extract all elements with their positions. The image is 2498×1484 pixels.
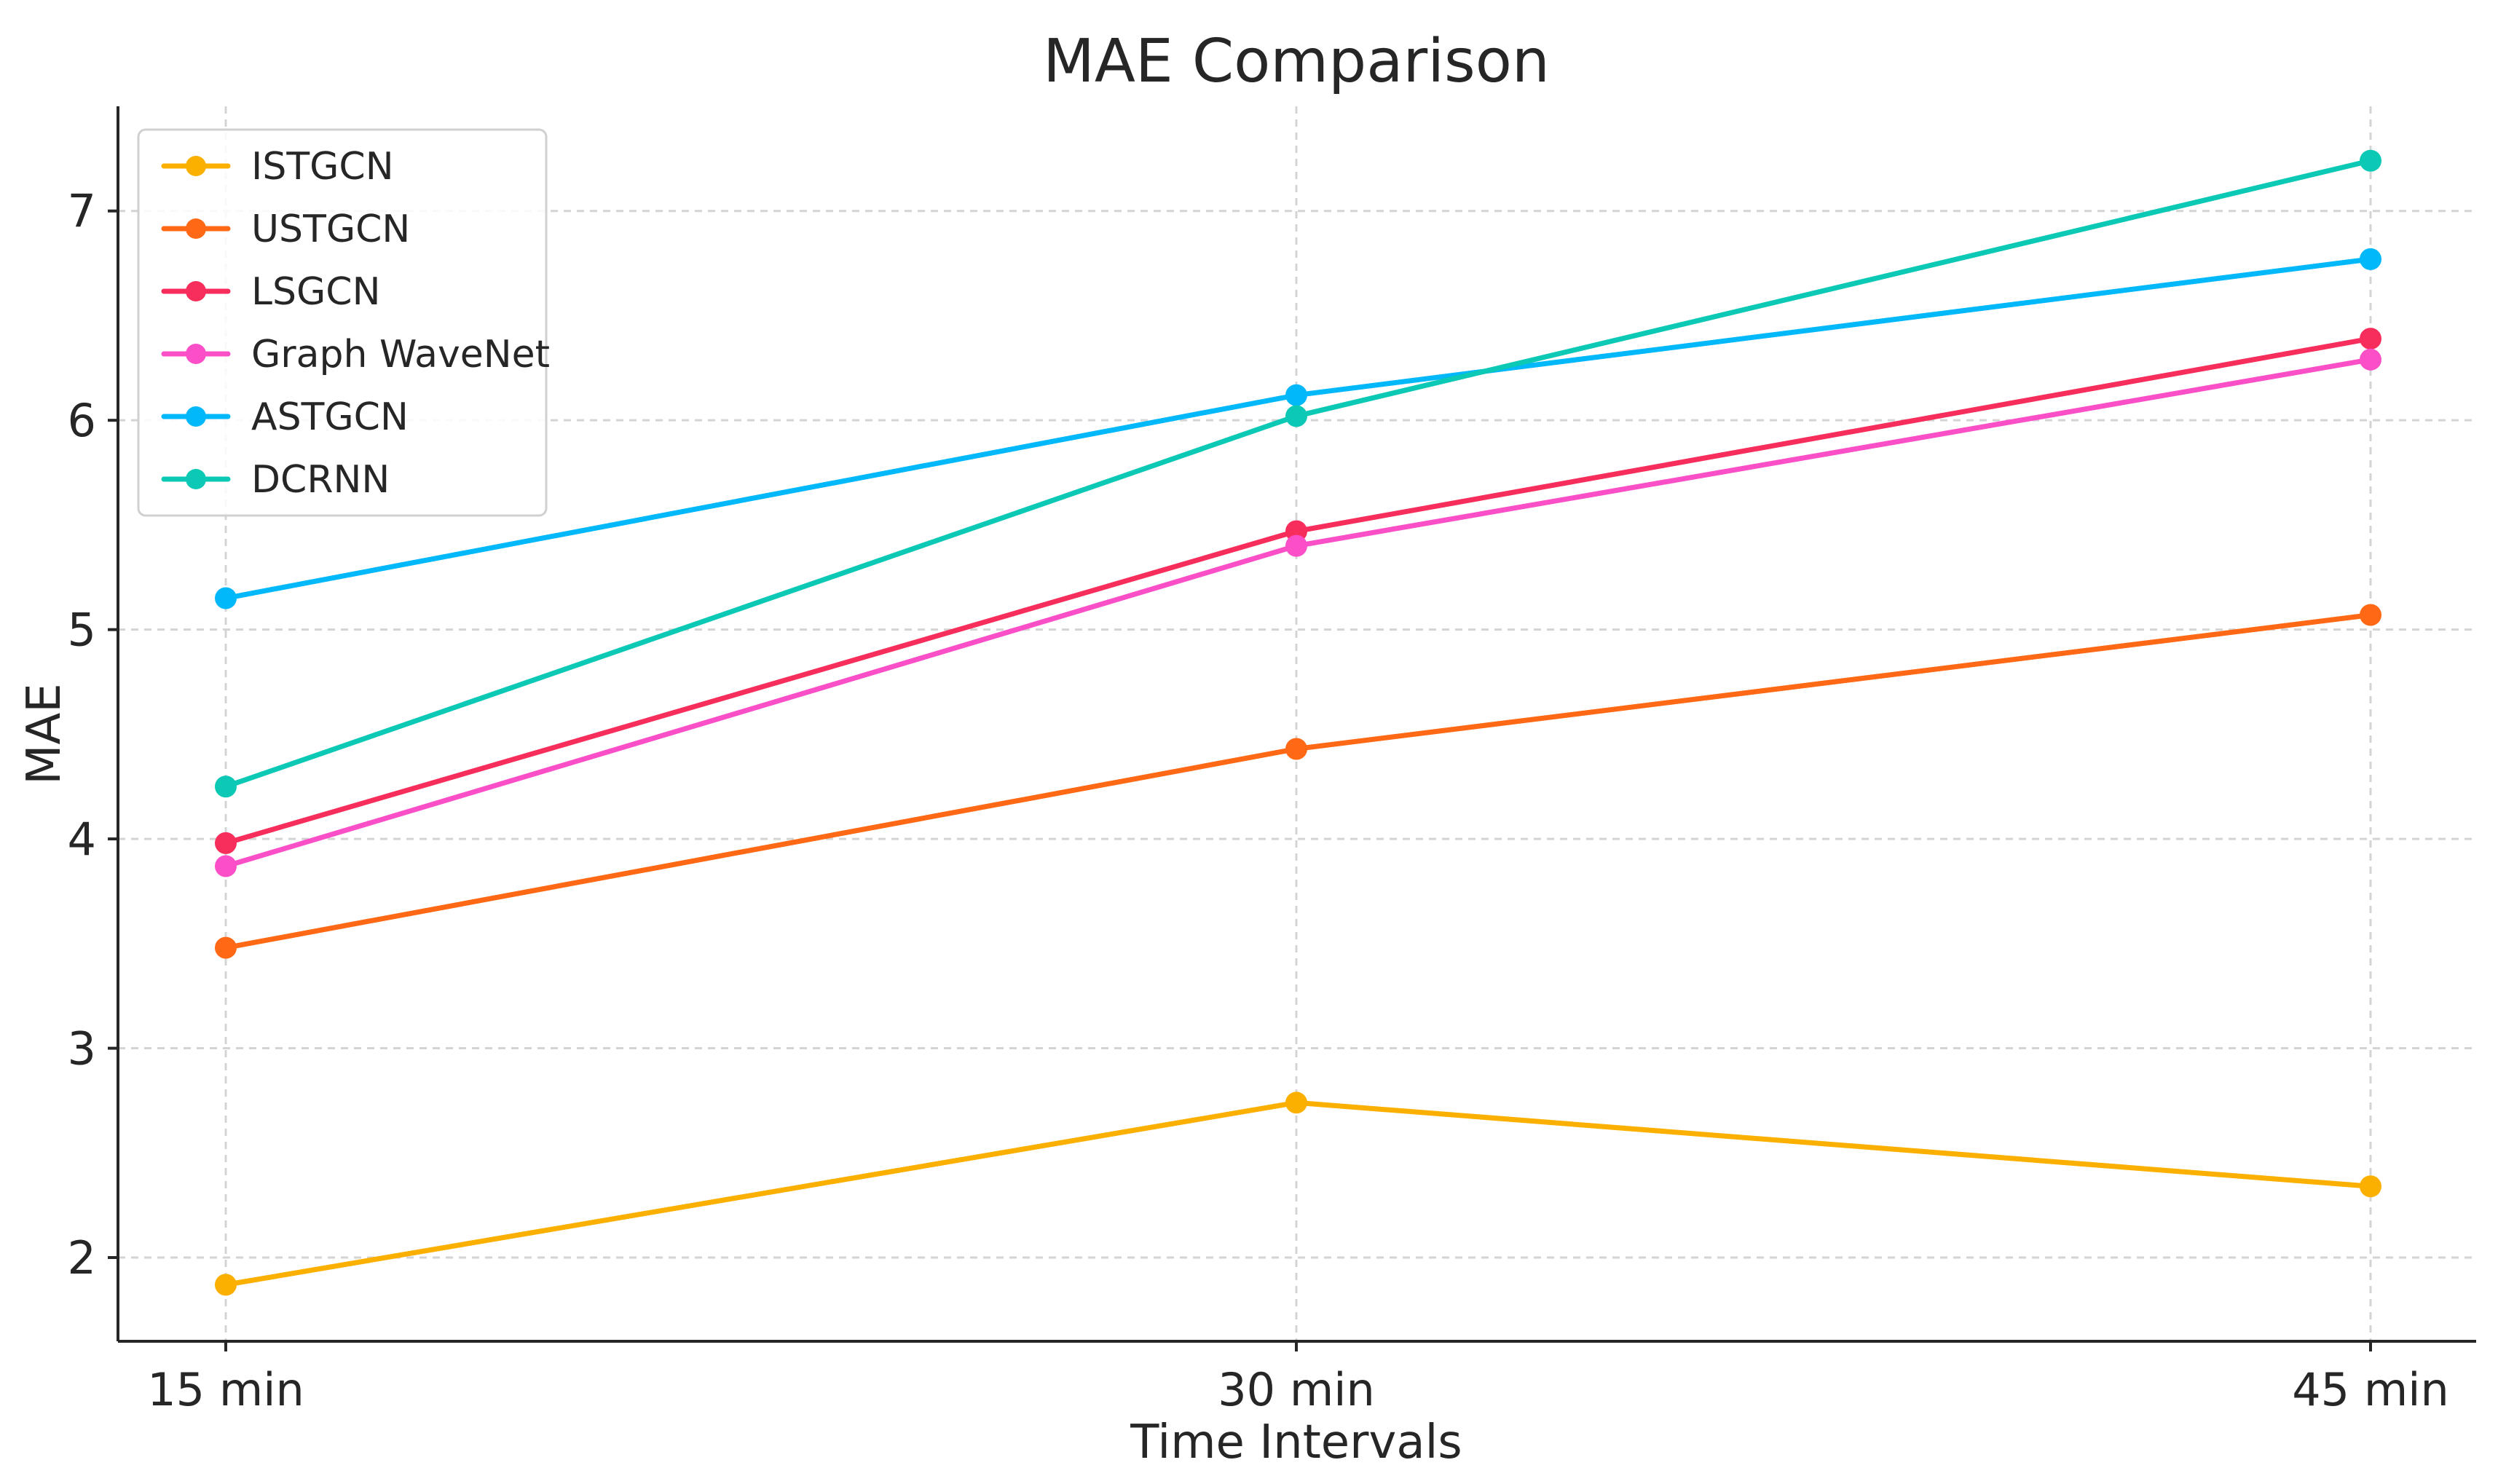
data-point xyxy=(215,587,237,609)
x-ticks: 15 min 30 min 45 min xyxy=(147,1341,2449,1416)
series-dcrnn xyxy=(215,149,2381,798)
legend-label: DCRNN xyxy=(251,458,390,502)
legend-item: USTGCN xyxy=(161,208,410,251)
chart-title: MAE Comparison xyxy=(1043,27,1550,96)
data-point xyxy=(2360,328,2381,350)
series-line xyxy=(223,612,2373,951)
legend-item: LSGCN xyxy=(161,270,380,314)
legend-label: LSGCN xyxy=(251,270,380,314)
data-point xyxy=(2360,149,2381,172)
legend-swatch-marker xyxy=(186,218,206,239)
data-point xyxy=(215,855,237,877)
legend-item: Graph WaveNet xyxy=(161,333,550,376)
data-point xyxy=(1285,384,1307,406)
data-point xyxy=(2360,604,2381,626)
y-axis-label: MAE xyxy=(17,683,71,784)
series-graph-wavenet xyxy=(215,348,2381,877)
series xyxy=(215,149,2381,1296)
y-tick-label: 2 xyxy=(68,1231,96,1284)
data-point xyxy=(1285,405,1307,427)
data-point xyxy=(215,1274,237,1296)
data-point xyxy=(2360,248,2381,270)
data-point xyxy=(1285,1092,1307,1114)
legend-label: ISTGCN xyxy=(251,145,394,189)
legend-swatch-marker xyxy=(186,156,206,176)
grid xyxy=(118,106,2476,1341)
legend-swatch-marker xyxy=(186,469,206,489)
legend-swatch-marker xyxy=(186,281,206,301)
series-ustgcn xyxy=(215,604,2381,959)
data-point xyxy=(2360,348,2381,371)
legend-item: ASTGCN xyxy=(161,395,409,439)
y-tick-label: 6 xyxy=(68,394,96,447)
data-point xyxy=(1285,738,1307,760)
y-tick-label: 5 xyxy=(68,604,96,657)
y-tick-label: 7 xyxy=(68,185,96,238)
series-astgcn xyxy=(215,248,2381,609)
data-point xyxy=(215,832,237,854)
y-tick-label: 4 xyxy=(68,813,96,866)
series-istgcn xyxy=(215,1092,2381,1296)
x-axis-label: Time Intervals xyxy=(1130,1416,1462,1469)
x-tick-label: 45 min xyxy=(2292,1363,2449,1416)
legend-item: DCRNN xyxy=(161,458,390,502)
data-point xyxy=(1285,534,1307,557)
legend-swatch-marker xyxy=(186,406,206,427)
legend-label: Graph WaveNet xyxy=(251,333,550,376)
y-ticks: 2 3 4 5 6 7 xyxy=(68,185,118,1284)
legend-label: USTGCN xyxy=(251,208,410,251)
x-tick-label: 15 min xyxy=(147,1363,304,1416)
legend-swatch-marker xyxy=(186,344,206,364)
data-point xyxy=(215,936,237,959)
y-tick-label: 3 xyxy=(68,1022,96,1075)
legend-item: ISTGCN xyxy=(161,145,394,189)
series-line xyxy=(223,158,2373,789)
legend: ISTGCN USTGCN LSGCN Graph WaveNet ASTGCN DCRN… xyxy=(137,128,550,517)
series-line xyxy=(223,357,2373,869)
legend-box xyxy=(137,128,548,517)
x-tick-label: 30 min xyxy=(1218,1363,1375,1416)
legend-label: ASTGCN xyxy=(251,395,409,439)
data-point xyxy=(215,775,237,798)
data-point xyxy=(2360,1175,2381,1198)
